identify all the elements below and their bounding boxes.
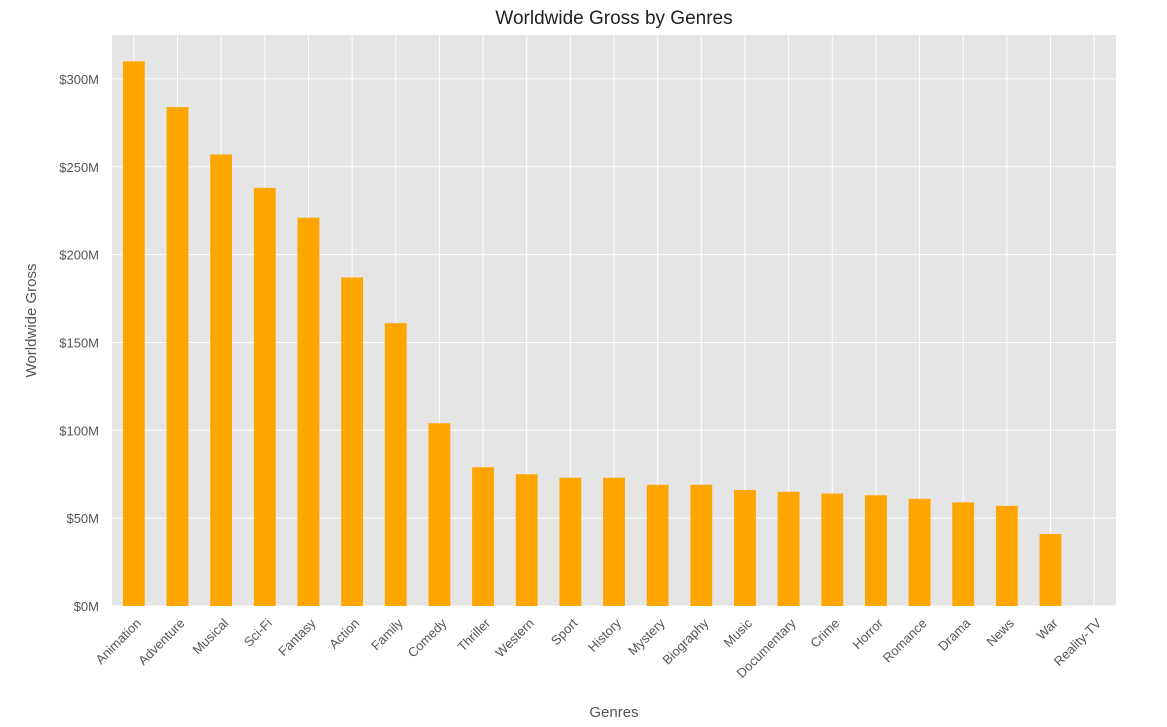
bar-animation [122, 61, 145, 607]
bar-adventure [166, 107, 189, 606]
x-tick-label: Adventure [135, 616, 188, 669]
x-tick-label: Horror [849, 615, 886, 652]
bar-action [341, 277, 363, 606]
bar-western [515, 474, 538, 606]
y-tick-label: $100M [59, 423, 99, 438]
bar-horror [865, 495, 887, 606]
y-tick-label: $50M [66, 511, 99, 526]
x-axis-label: Genres [589, 704, 638, 721]
x-tick-label: Musical [189, 615, 231, 657]
x-tick-label: News [983, 615, 1017, 649]
bar-comedy [428, 423, 451, 606]
x-tick-label: Fantasy [275, 615, 319, 659]
x-tick-label: Reality-TV [1051, 615, 1105, 669]
bar-mystery [646, 484, 669, 606]
x-tick-label: Family [368, 615, 406, 653]
x-tick-label: Thriller [454, 615, 493, 654]
x-tick-label: Sport [548, 615, 581, 648]
x-tick-label: Crime [807, 616, 842, 651]
y-tick-label: $150M [59, 335, 99, 350]
y-tick-label: $300M [59, 72, 99, 87]
x-tick-label: Music [720, 615, 755, 650]
bar-sport [559, 477, 582, 606]
x-tick-label: History [585, 615, 625, 655]
bar-music [734, 490, 756, 606]
bar-biography [690, 484, 713, 606]
y-tick-label: $200M [59, 248, 99, 263]
bar-sci-fi [253, 187, 276, 607]
bar-news [995, 505, 1018, 606]
x-tick-label: Western [492, 616, 537, 661]
bar-family [384, 323, 407, 606]
y-tick-labels: $0M $50M $100M $150M $200M $250M $300M [59, 72, 99, 614]
x-tick-label: Biography [659, 615, 711, 667]
x-tick-label: Drama [935, 615, 974, 654]
x-tick-label: Mystery [625, 615, 668, 658]
bar-documentary [777, 491, 800, 606]
chart-title: Worldwide Gross by Genres [495, 8, 732, 29]
bar-thriller [472, 467, 494, 606]
y-tick-label: $0M [74, 599, 99, 614]
y-tick-label: $250M [59, 160, 99, 175]
x-tick-label: Comedy [405, 615, 450, 660]
bar-war [1039, 533, 1062, 606]
bar-musical [210, 154, 233, 606]
bar-drama [952, 502, 975, 606]
bar-romance [908, 498, 931, 606]
bars-layer [122, 61, 1062, 607]
x-tick-label: Romance [880, 616, 930, 666]
bar-history [603, 477, 625, 606]
y-axis-label: Worldwide Gross [23, 264, 40, 378]
bar-fantasy [297, 217, 320, 606]
bar-crime [821, 493, 844, 606]
x-tick-label: War [1034, 615, 1062, 643]
x-tick-label: Action [326, 616, 362, 652]
x-tick-label: Sci-Fi [241, 615, 275, 649]
